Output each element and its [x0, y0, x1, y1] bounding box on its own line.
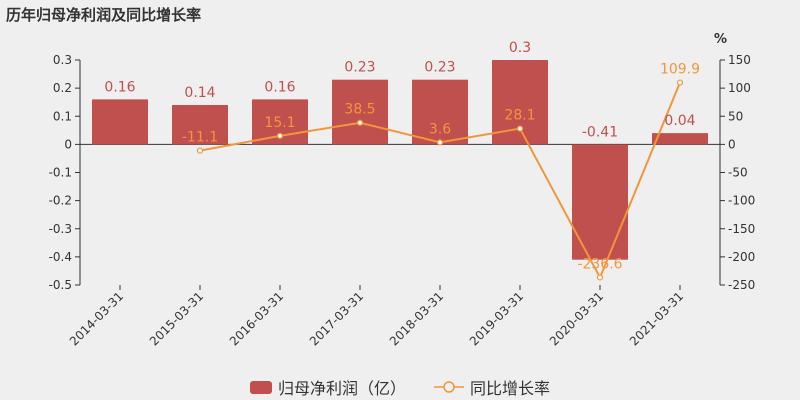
- x-tick-label: 2014-03-31: [67, 289, 126, 348]
- x-tick-label: 2019-03-31: [467, 289, 526, 348]
- bar-data-label: 0.23: [344, 60, 375, 76]
- right-tick-label: -150: [728, 222, 755, 236]
- x-tick-label: 2016-03-31: [227, 289, 286, 348]
- title-segment: 历年: [6, 6, 37, 24]
- line-data-label: 109.9: [660, 62, 700, 78]
- bar: [172, 105, 228, 145]
- line-data-label: 15.1: [264, 115, 295, 131]
- left-tick-label: -0.4: [49, 250, 72, 264]
- left-tick-label: -0.2: [49, 194, 72, 208]
- right-axis-unit: %: [714, 32, 727, 47]
- bar-data-label: 0.14: [184, 85, 215, 101]
- legend: 归母净利润（亿） 同比增长率: [0, 375, 800, 399]
- left-tick-label: -0.1: [49, 166, 72, 180]
- x-tick-label: 2021-03-31: [627, 289, 686, 348]
- bar-data-label: 0.16: [264, 79, 295, 95]
- right-tick-label: -50: [728, 166, 748, 180]
- bar-data-label: -0.41: [582, 124, 618, 140]
- x-tick-label: 2017-03-31: [307, 289, 366, 348]
- x-tick-label: 2020-03-31: [547, 289, 606, 348]
- left-tick-label: -0.5: [49, 278, 72, 292]
- chart-title: 历年归母净利润及同比增长率: [6, 4, 201, 25]
- line-point: [676, 79, 684, 86]
- line-data-label: -11.1: [182, 130, 218, 146]
- line-data-label: 38.5: [344, 102, 375, 118]
- left-tick-label: 0.2: [53, 81, 72, 95]
- left-tick-label: -0.3: [49, 222, 72, 236]
- title-segment: 率: [186, 6, 202, 24]
- right-tick-label: 100: [728, 81, 751, 95]
- bar: [412, 79, 468, 145]
- left-tick-label: 0: [64, 137, 72, 151]
- legend-line-label: 同比增长率: [470, 379, 551, 398]
- legend-bar-label: 归母净利润（亿）: [277, 379, 406, 398]
- right-tick-label: -100: [728, 194, 755, 208]
- legend-line-swatch: [434, 381, 464, 393]
- line-point: [356, 119, 364, 126]
- line-data-label: 28.1: [504, 108, 535, 124]
- line-point: [196, 147, 204, 154]
- right-tick-label: 50: [728, 109, 743, 123]
- bar: [572, 144, 628, 260]
- legend-bar-swatch: [249, 380, 272, 394]
- line-data-label: 3.6: [429, 121, 451, 137]
- line-point: [436, 139, 444, 146]
- title-segment: 归: [36, 6, 52, 24]
- right-tick-label: -250: [728, 278, 755, 292]
- bar-data-label: 0.04: [664, 113, 695, 129]
- x-tick-label: 2018-03-31: [387, 289, 446, 348]
- line-point: [596, 274, 604, 281]
- bar-data-label: 0.3: [509, 40, 531, 56]
- line-point: [276, 132, 284, 139]
- right-tick-label: 150: [728, 53, 751, 67]
- line-point: [516, 125, 524, 132]
- bar: [652, 133, 708, 145]
- left-tick-label: 0.3: [53, 53, 72, 67]
- title-segment: 母: [51, 6, 67, 24]
- bar-data-label: 0.23: [424, 60, 455, 76]
- legend-item-line[interactable]: 同比增长率: [434, 375, 550, 399]
- bar: [92, 99, 148, 145]
- title-segment: 净利: [66, 6, 97, 24]
- x-tick-label: 2015-03-31: [147, 289, 206, 348]
- title-segment: 长: [171, 6, 187, 24]
- legend-item-bar[interactable]: 归母净利润（亿）: [249, 375, 406, 399]
- left-tick-label: 0.1: [53, 109, 72, 123]
- line-data-label: -236.6: [577, 256, 622, 272]
- right-tick-label: -200: [728, 250, 755, 264]
- bar: [332, 79, 388, 145]
- right-tick-label: 0: [728, 137, 736, 151]
- title-segment: 润及同比增: [96, 6, 172, 24]
- bar-data-label: 0.16: [104, 79, 135, 95]
